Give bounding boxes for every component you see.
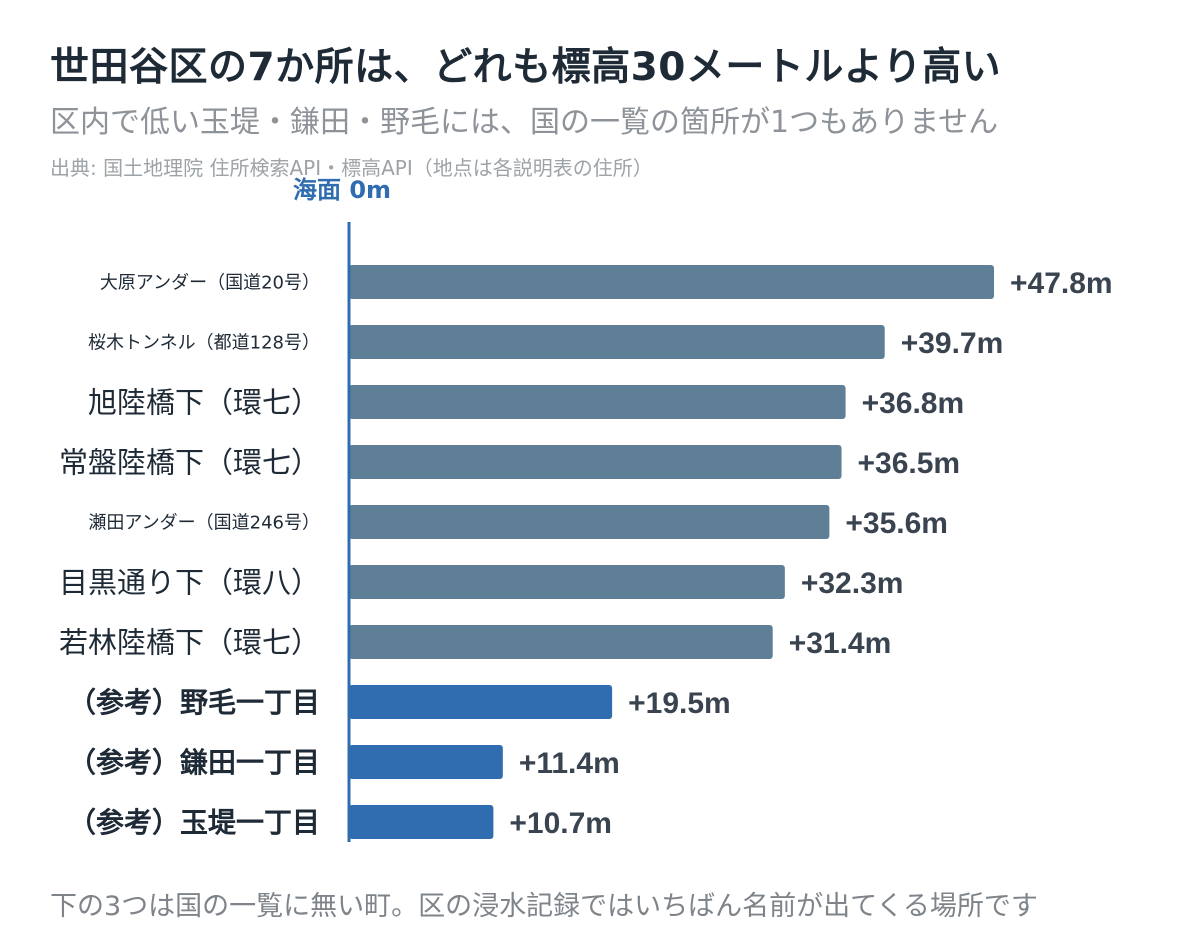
bar-10 (349, 805, 494, 839)
category-label-8: （参考）野毛一丁目 (68, 686, 320, 719)
value-label-1: +47.8m (1010, 267, 1113, 300)
bar-7 (349, 625, 773, 659)
value-label-5: +35.6m (845, 507, 948, 540)
baseline-label: 海面 0m (293, 176, 391, 204)
bar-4 (349, 445, 842, 479)
bar-8 (349, 685, 613, 719)
category-label-3: 旭陸橋下（環七） (88, 385, 320, 419)
value-label-2: +39.7m (901, 327, 1004, 360)
category-label-5: 瀬田アンダー（国道246号） (88, 512, 320, 533)
bar-9 (349, 745, 503, 779)
source-note: 出典: 国土地理院 住所検索API・標高API（地点は各説明表の住所） (50, 156, 653, 180)
value-label-6: +32.3m (801, 567, 904, 600)
category-label-7: 若林陸橋下（環七） (59, 625, 320, 659)
category-label-6: 目黒通り下（環八） (59, 565, 320, 599)
category-label-10: （参考）玉堤一丁目 (68, 806, 320, 839)
value-label-10: +10.7m (509, 807, 612, 840)
value-label-3: +36.8m (862, 387, 965, 420)
bar-2 (349, 325, 885, 359)
chart-title: 世田谷区の7か所は、どれも標高30メートルより高い (50, 45, 1002, 90)
value-label-9: +11.4m (519, 747, 620, 780)
category-label-2: 桜木トンネル（都道128号） (88, 332, 320, 353)
bar-chart: 海面 0m 大原アンダー（国道20号） +47.8m 桜木トンネル（都道128号） +3… (59, 176, 1113, 842)
bar-5 (349, 505, 830, 539)
value-label-4: +36.5m (858, 447, 961, 480)
value-label-7: +31.4m (789, 627, 892, 660)
value-label-8: +19.5m (628, 687, 731, 720)
chart-subtitle: 区内で低い玉堤・鎌田・野毛には、国の一覧の箇所が1つもありません (50, 105, 999, 140)
bar-3 (349, 385, 846, 419)
category-label-1: 大原アンダー（国道20号） (100, 272, 320, 293)
bar-6 (349, 565, 785, 599)
category-label-9: （参考）鎌田一丁目 (68, 746, 320, 779)
footer-note: 下の3つは国の一覧に無い町。区の浸水記録ではいちばん名前が出てくる場所です (50, 891, 1038, 922)
category-label-4: 常盤陸橋下（環七） (59, 445, 320, 479)
bar-1 (349, 265, 994, 299)
